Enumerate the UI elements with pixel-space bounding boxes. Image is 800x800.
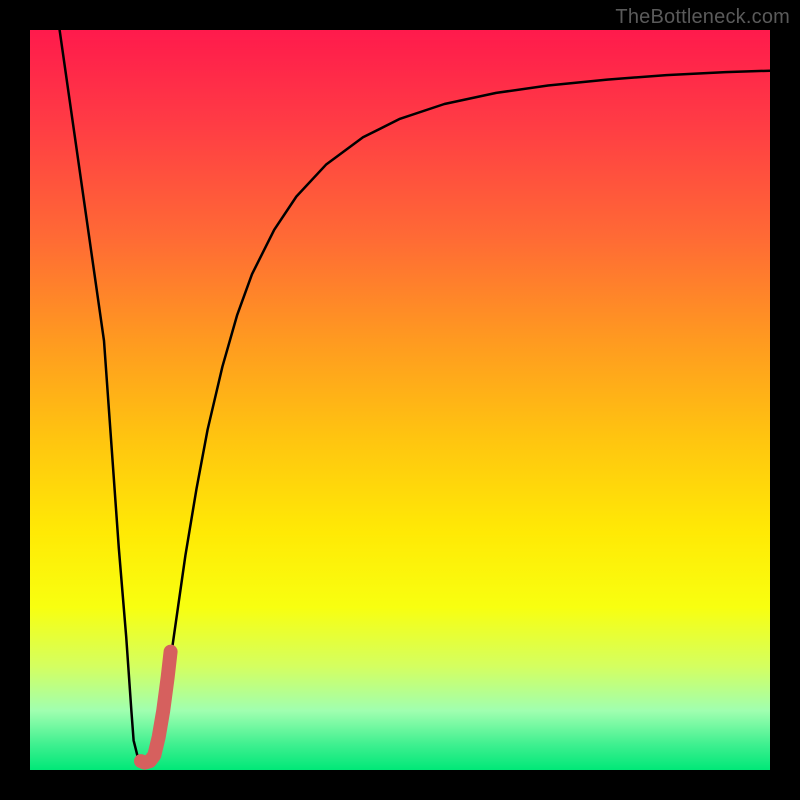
plot-curves-layer [30, 30, 770, 770]
optimal-marker [141, 652, 171, 763]
watermark-text: TheBottleneck.com [615, 6, 790, 29]
plot-area [30, 30, 770, 770]
